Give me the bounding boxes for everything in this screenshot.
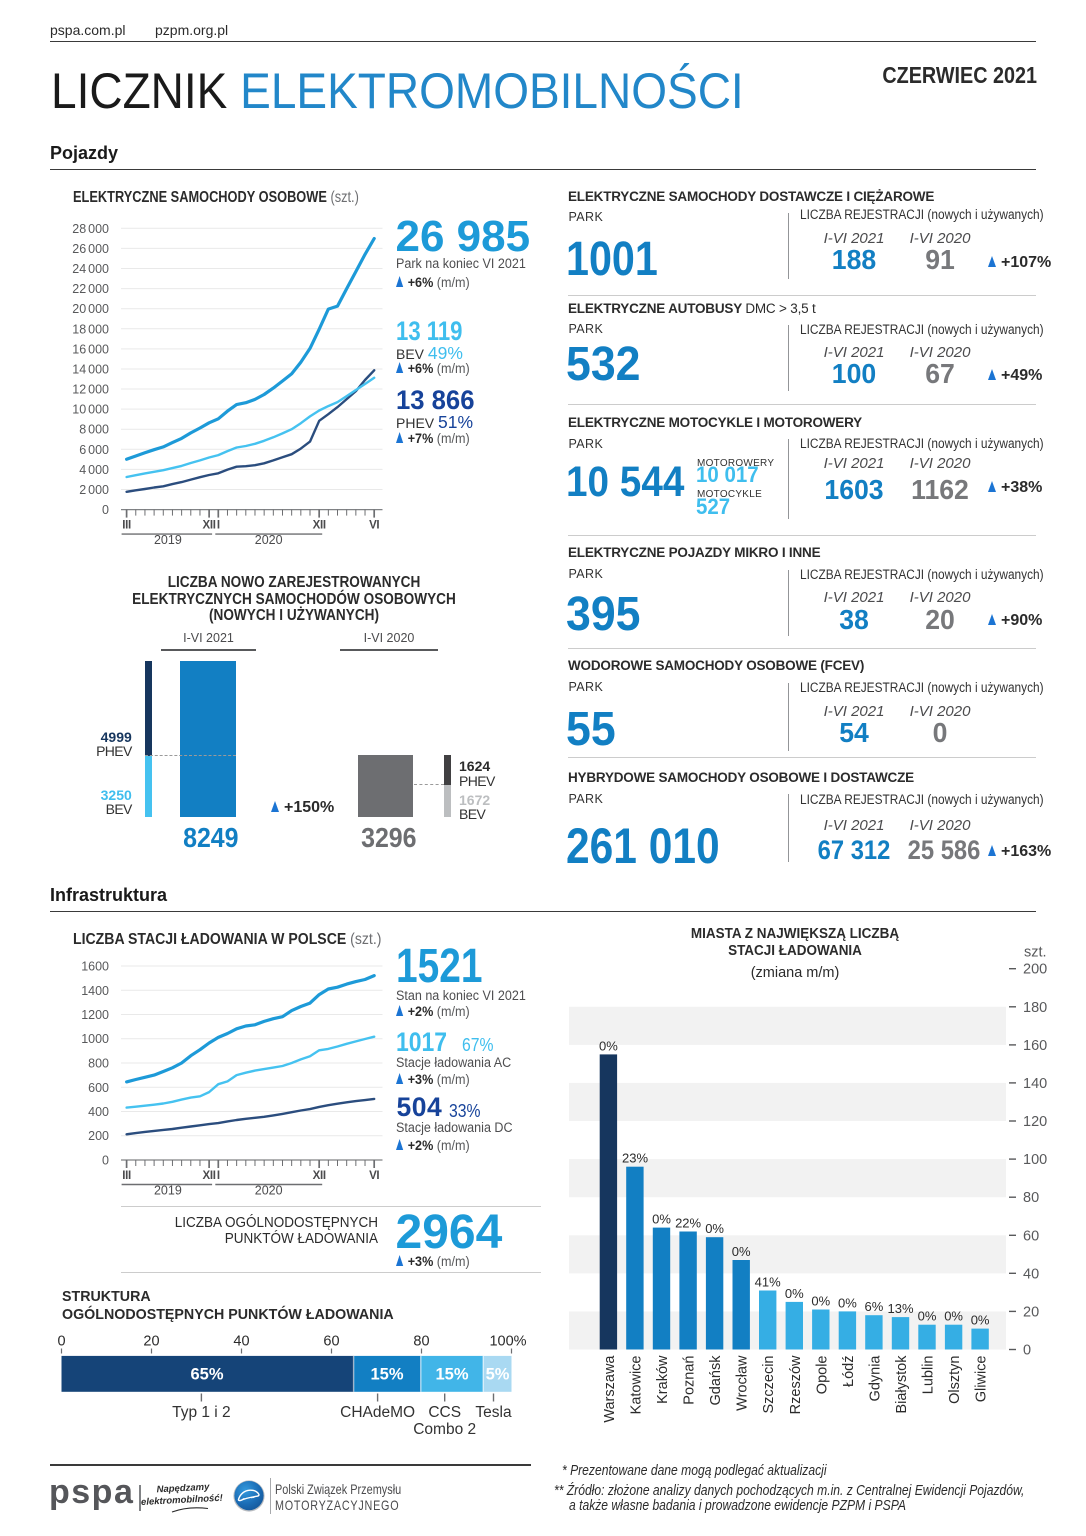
svg-text:8 000: 8 000	[79, 423, 109, 437]
svg-text:CHAdeMO: CHAdeMO	[340, 1404, 415, 1421]
svg-text:100%: 100%	[489, 1334, 526, 1350]
svg-text:VI: VI	[369, 520, 379, 532]
svg-text:XII: XII	[203, 520, 216, 532]
svg-text:13%: 13%	[887, 1301, 913, 1316]
svg-text:10 000: 10 000	[72, 403, 109, 417]
svg-text:Szczecin: Szczecin	[761, 1356, 777, 1414]
svg-text:0%: 0%	[944, 1309, 963, 1324]
svg-text:23%: 23%	[622, 1151, 648, 1166]
svg-text:4 000: 4 000	[79, 463, 109, 477]
svg-text:0: 0	[57, 1334, 65, 1350]
svg-text:2019: 2019	[154, 533, 182, 547]
svg-text:Łódź: Łódź	[841, 1356, 857, 1387]
svg-text:12 000: 12 000	[72, 383, 109, 397]
svg-text:XII: XII	[313, 1170, 326, 1182]
svg-text:20: 20	[143, 1334, 159, 1350]
svg-text:0%: 0%	[652, 1212, 671, 1227]
svg-text:5%: 5%	[486, 1366, 510, 1384]
svg-text:Lublin: Lublin	[921, 1356, 937, 1395]
svg-text:200: 200	[88, 1129, 109, 1143]
svg-text:18 000: 18 000	[72, 322, 109, 336]
svg-text:III: III	[122, 520, 131, 532]
svg-text:0: 0	[1023, 1343, 1031, 1359]
svg-text:Rzeszów: Rzeszów	[788, 1355, 804, 1414]
svg-text:Białystok: Białystok	[894, 1355, 910, 1414]
svg-text:Combo 2: Combo 2	[413, 1421, 476, 1438]
svg-text:Typ 1 i 2: Typ 1 i 2	[172, 1404, 231, 1421]
svg-text:200: 200	[1023, 962, 1047, 978]
svg-text:2020: 2020	[255, 1184, 283, 1198]
svg-text:40: 40	[233, 1334, 249, 1350]
svg-text:0: 0	[102, 1154, 109, 1168]
svg-text:1200: 1200	[81, 1008, 109, 1022]
svg-text:0%: 0%	[918, 1309, 937, 1324]
svg-text:400: 400	[88, 1105, 109, 1119]
svg-text:28 000: 28 000	[72, 222, 109, 236]
svg-text:600: 600	[88, 1081, 109, 1095]
svg-text:6%: 6%	[865, 1299, 884, 1314]
svg-text:0%: 0%	[732, 1244, 751, 1259]
svg-text:180: 180	[1023, 1000, 1047, 1016]
svg-text:2 000: 2 000	[79, 483, 109, 497]
svg-text:65%: 65%	[190, 1366, 223, 1384]
svg-text:I: I	[217, 1170, 220, 1182]
svg-text:6 000: 6 000	[79, 443, 109, 457]
svg-text:120: 120	[1023, 1114, 1047, 1130]
svg-text:40: 40	[1023, 1266, 1039, 1282]
svg-text:80: 80	[413, 1334, 429, 1350]
svg-text:Poznań: Poznań	[682, 1356, 698, 1405]
svg-text:XII: XII	[313, 520, 326, 532]
svg-text:Gdynia: Gdynia	[867, 1355, 883, 1402]
svg-text:I: I	[217, 520, 220, 532]
svg-text:20 000: 20 000	[72, 302, 109, 316]
svg-text:Olsztyn: Olsztyn	[947, 1356, 963, 1404]
svg-text:0%: 0%	[785, 1286, 804, 1301]
svg-text:0%: 0%	[811, 1294, 830, 1309]
svg-text:160: 160	[1023, 1038, 1047, 1054]
svg-text:2019: 2019	[154, 1184, 182, 1198]
svg-text:0%: 0%	[971, 1313, 990, 1328]
svg-text:60: 60	[323, 1334, 339, 1350]
svg-text:15%: 15%	[435, 1366, 468, 1384]
svg-text:100: 100	[1023, 1152, 1047, 1168]
svg-text:1600: 1600	[81, 960, 109, 974]
svg-text:140: 140	[1023, 1076, 1047, 1092]
svg-text:Wrocław: Wrocław	[735, 1355, 751, 1411]
svg-text:22 000: 22 000	[72, 282, 109, 296]
svg-text:26 000: 26 000	[72, 242, 109, 256]
svg-text:CCS: CCS	[428, 1404, 461, 1421]
svg-text:Gdańsk: Gdańsk	[708, 1355, 724, 1406]
svg-text:41%: 41%	[755, 1275, 781, 1290]
svg-text:XII: XII	[203, 1170, 216, 1182]
svg-text:1400: 1400	[81, 984, 109, 998]
svg-text:15%: 15%	[370, 1366, 403, 1384]
svg-text:80: 80	[1023, 1190, 1039, 1206]
svg-text:0%: 0%	[599, 1038, 618, 1053]
svg-text:60: 60	[1023, 1228, 1039, 1244]
svg-text:Kraków: Kraków	[655, 1355, 671, 1404]
svg-text:Warszawa: Warszawa	[602, 1355, 618, 1423]
svg-text:0%: 0%	[838, 1295, 857, 1310]
svg-text:800: 800	[88, 1057, 109, 1071]
svg-text:Katowice: Katowice	[629, 1356, 645, 1415]
svg-text:szt.: szt.	[1024, 945, 1047, 961]
svg-text:14 000: 14 000	[72, 363, 109, 377]
svg-text:VI: VI	[369, 1170, 379, 1182]
svg-text:0: 0	[102, 503, 109, 517]
svg-text:16 000: 16 000	[72, 342, 109, 356]
svg-text:2020: 2020	[255, 533, 283, 547]
svg-text:24 000: 24 000	[72, 262, 109, 276]
svg-text:Gliwice: Gliwice	[974, 1356, 990, 1403]
svg-text:22%: 22%	[675, 1216, 701, 1231]
svg-text:0%: 0%	[705, 1221, 724, 1236]
svg-text:III: III	[122, 1170, 131, 1182]
svg-text:1000: 1000	[81, 1032, 109, 1046]
svg-text:Tesla: Tesla	[475, 1404, 512, 1421]
svg-text:Opole: Opole	[814, 1356, 830, 1395]
svg-text:20: 20	[1023, 1304, 1039, 1320]
